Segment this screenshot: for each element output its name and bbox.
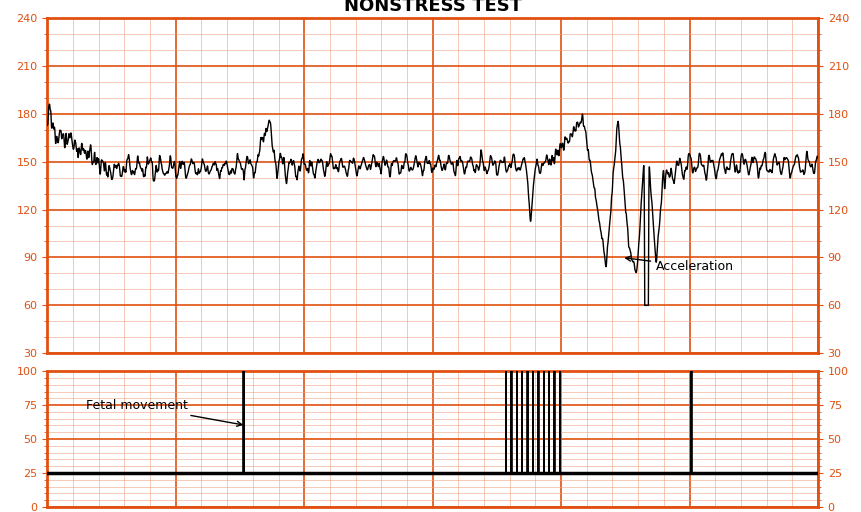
Text: Fetal movement: Fetal movement — [86, 399, 242, 426]
Text: NONSTRESS TEST: NONSTRESS TEST — [344, 0, 522, 14]
Text: Acceleration: Acceleration — [626, 256, 734, 273]
